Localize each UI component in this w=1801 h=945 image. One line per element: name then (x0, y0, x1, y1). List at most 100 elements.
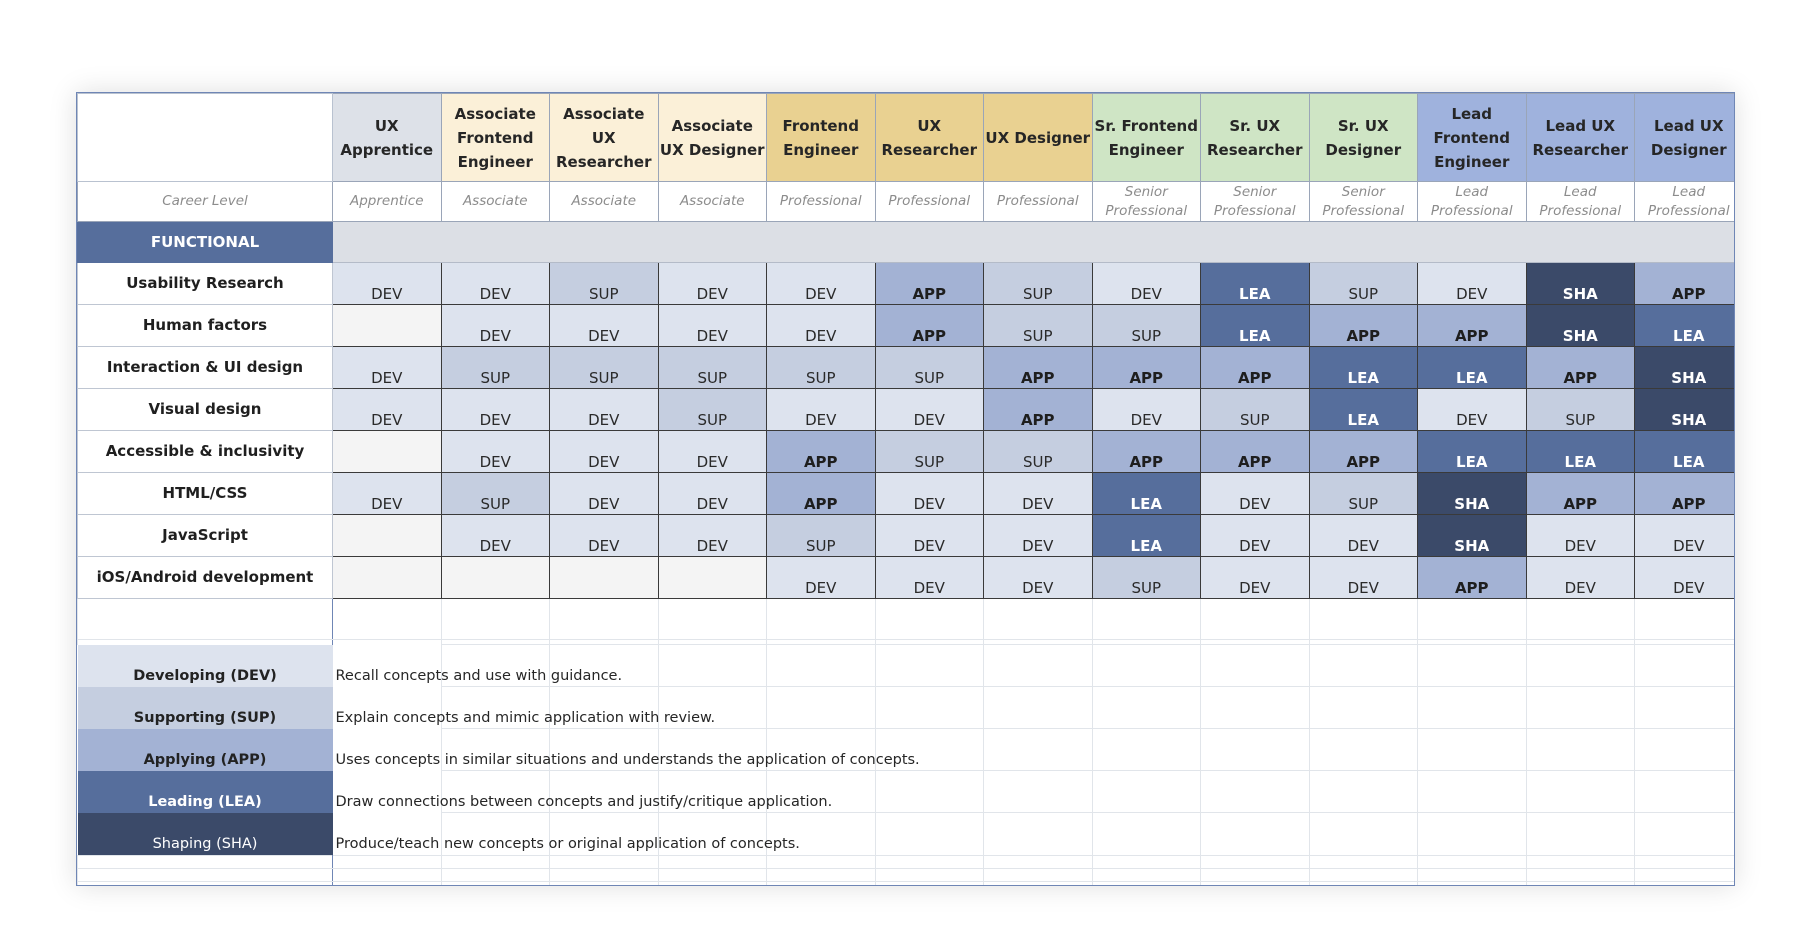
empty-cell[interactable] (1634, 854, 1734, 869)
empty-cell[interactable] (983, 686, 1093, 729)
empty-cell[interactable] (1091, 770, 1201, 813)
rating-cell[interactable]: DEV (1417, 388, 1527, 431)
rating-cell[interactable]: SHA (1634, 346, 1734, 389)
rating-cell[interactable]: LEA (1091, 472, 1201, 515)
rating-cell[interactable]: DEV (1200, 514, 1310, 557)
empty-cell[interactable] (1200, 728, 1310, 771)
empty-cell[interactable] (657, 880, 767, 885)
empty-cell[interactable] (332, 867, 442, 882)
rating-cell[interactable]: APP (983, 388, 1093, 431)
rating-cell[interactable]: APP (1634, 262, 1734, 305)
empty-cell[interactable] (1200, 854, 1310, 869)
role-header[interactable]: UX Designer (983, 93, 1093, 182)
empty-cell[interactable] (1417, 867, 1527, 882)
career-level-cell[interactable]: Apprentice (332, 181, 442, 222)
empty-cell[interactable] (1091, 686, 1201, 729)
rating-cell[interactable]: DEV (766, 388, 876, 431)
empty-cell[interactable] (549, 867, 659, 882)
rating-cell[interactable]: DEV (657, 430, 767, 473)
rating-cell[interactable]: LEA (1091, 514, 1201, 557)
rating-cell[interactable]: DEV (440, 430, 550, 473)
rating-cell[interactable]: DEV (766, 304, 876, 347)
empty-cell[interactable] (332, 598, 442, 640)
rating-cell[interactable]: DEV (1634, 514, 1734, 557)
empty-cell[interactable] (874, 880, 984, 885)
career-level-cell[interactable]: Lead Professional (1634, 181, 1734, 222)
empty-cell[interactable] (1525, 770, 1635, 813)
empty-cell[interactable] (874, 686, 984, 729)
rating-cell[interactable]: APP (874, 262, 984, 305)
empty-cell[interactable] (874, 644, 984, 687)
rating-cell[interactable] (332, 556, 442, 599)
empty-cell[interactable] (1091, 598, 1201, 640)
role-header[interactable]: Lead Frontend Engineer (1417, 93, 1527, 182)
empty-cell[interactable] (77, 867, 333, 882)
rating-cell[interactable]: DEV (1308, 514, 1418, 557)
rating-cell[interactable]: APP (1308, 304, 1418, 347)
empty-cell[interactable] (983, 644, 1093, 687)
empty-cell[interactable] (874, 598, 984, 640)
rating-cell[interactable]: DEV (1417, 262, 1527, 305)
rating-cell[interactable] (332, 304, 442, 347)
empty-cell[interactable] (1200, 644, 1310, 687)
empty-cell[interactable] (657, 598, 767, 640)
career-level-cell[interactable]: Professional (874, 181, 984, 222)
empty-cell[interactable] (1308, 867, 1418, 882)
empty-cell[interactable] (1091, 854, 1201, 869)
career-level-cell[interactable]: Associate (440, 181, 550, 222)
rating-cell[interactable]: DEV (874, 514, 984, 557)
career-level-cell[interactable]: Professional (766, 181, 876, 222)
empty-cell[interactable] (1417, 854, 1527, 869)
rating-cell[interactable]: LEA (1417, 430, 1527, 473)
empty-cell[interactable] (766, 867, 876, 882)
legend-description[interactable]: Uses concepts in similar situations and … (335, 751, 920, 768)
empty-cell[interactable] (983, 854, 1093, 869)
rating-cell[interactable]: DEV (332, 388, 442, 431)
rating-cell[interactable]: LEA (1417, 346, 1527, 389)
role-header[interactable]: Sr. UX Designer (1308, 93, 1418, 182)
empty-cell[interactable] (1091, 812, 1201, 856)
rating-cell[interactable]: APP (1200, 430, 1310, 473)
rating-cell[interactable]: SUP (549, 346, 659, 389)
rating-cell[interactable]: DEV (1525, 514, 1635, 557)
rating-cell[interactable]: LEA (1200, 262, 1310, 305)
role-header[interactable]: Associate Frontend Engineer (440, 93, 550, 182)
empty-cell[interactable] (1091, 644, 1201, 687)
empty-cell[interactable] (440, 854, 550, 869)
empty-cell[interactable] (983, 867, 1093, 882)
rating-cell[interactable]: APP (874, 304, 984, 347)
empty-cell[interactable] (1417, 770, 1527, 813)
section-fill[interactable] (332, 221, 1734, 263)
rating-cell[interactable]: SUP (983, 304, 1093, 347)
rating-cell[interactable]: LEA (1634, 430, 1734, 473)
role-header[interactable]: Associate UX Researcher (549, 93, 659, 182)
rating-cell[interactable]: DEV (657, 472, 767, 515)
empty-cell[interactable] (1525, 867, 1635, 882)
rating-cell[interactable]: APP (1200, 346, 1310, 389)
empty-cell[interactable] (549, 854, 659, 869)
rating-cell[interactable]: SUP (1091, 304, 1201, 347)
role-header[interactable]: Associate UX Designer (657, 93, 767, 182)
rating-cell[interactable]: SHA (1634, 388, 1734, 431)
career-level-cell[interactable]: Lead Professional (1417, 181, 1527, 222)
empty-cell[interactable] (766, 598, 876, 640)
rating-cell[interactable]: LEA (1308, 388, 1418, 431)
rating-cell[interactable]: APP (983, 346, 1093, 389)
rating-cell[interactable]: DEV (1308, 556, 1418, 599)
empty-cell[interactable] (766, 686, 876, 729)
empty-cell[interactable] (1525, 812, 1635, 856)
empty-cell[interactable] (766, 644, 876, 687)
skill-name[interactable]: Visual design (77, 388, 333, 431)
section-label[interactable]: FUNCTIONAL (77, 221, 333, 263)
rating-cell[interactable]: SUP (983, 430, 1093, 473)
rating-cell[interactable]: SUP (983, 262, 1093, 305)
role-header[interactable]: Lead UX Researcher (1525, 93, 1635, 182)
skill-name[interactable]: iOS/Android development (77, 556, 333, 599)
legend-key[interactable]: Applying (APP) (77, 728, 333, 771)
rating-cell[interactable]: SUP (657, 388, 767, 431)
rating-cell[interactable]: SHA (1417, 472, 1527, 515)
empty-cell[interactable] (657, 812, 767, 856)
empty-cell[interactable] (1634, 598, 1734, 640)
empty-cell[interactable] (549, 880, 659, 885)
rating-cell[interactable]: SUP (440, 346, 550, 389)
